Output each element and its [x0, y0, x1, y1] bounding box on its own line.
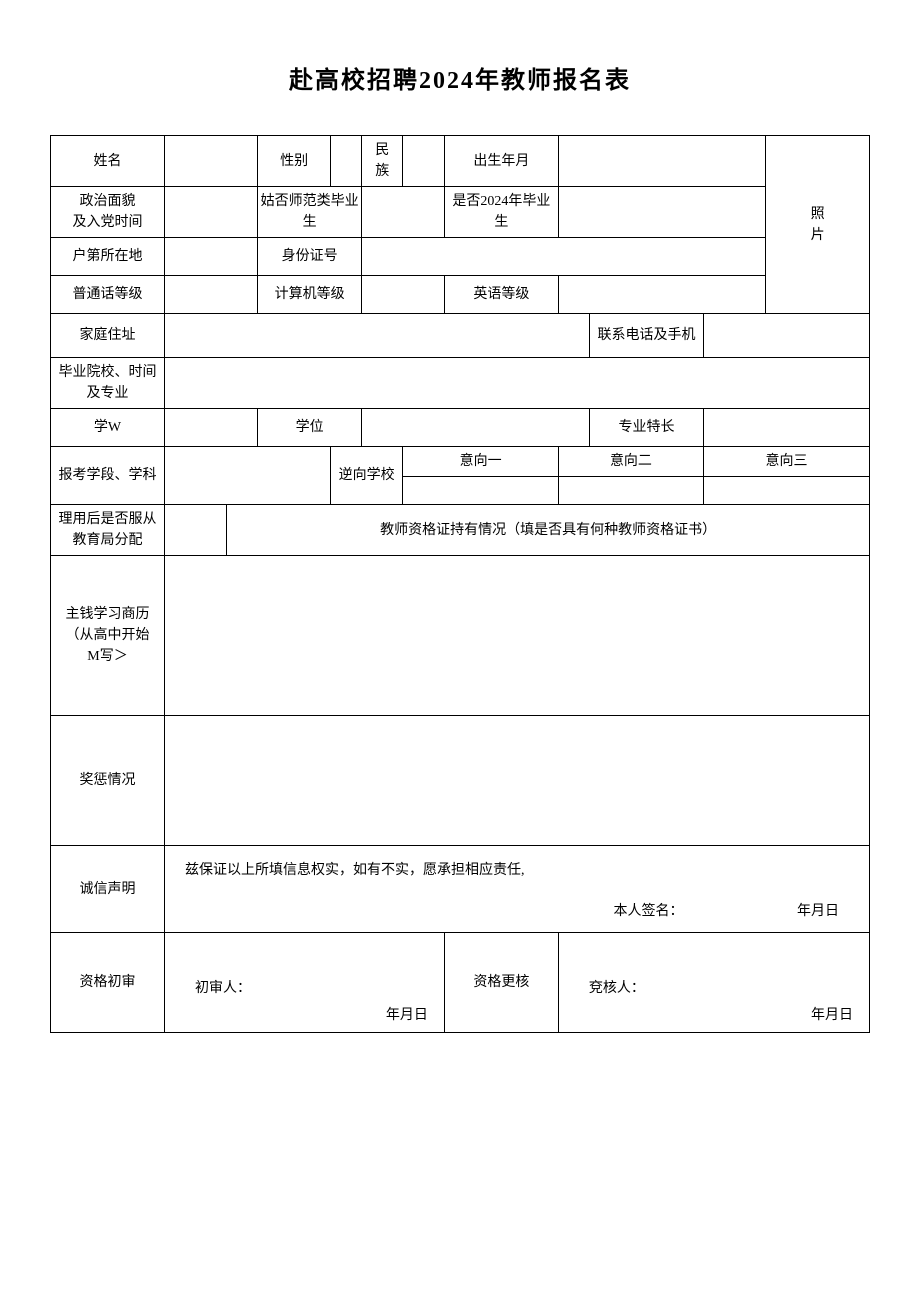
- field-awards[interactable]: [165, 716, 870, 846]
- label-intent3: 意向三: [704, 447, 870, 477]
- field-grad2024[interactable]: [558, 187, 765, 238]
- sign-label: 本人签名：: [614, 901, 684, 922]
- field-re-review[interactable]: 兗核人： 年月日: [558, 933, 869, 1033]
- label-computer: 计算机等级: [258, 276, 362, 314]
- label-intent2: 意向二: [558, 447, 703, 477]
- field-intent2[interactable]: [558, 477, 703, 505]
- label-specialty: 专业特长: [589, 409, 703, 447]
- label-intent-school: 逆向学校: [330, 447, 403, 505]
- label-idno: 身份证号: [258, 238, 362, 276]
- re-review-date: 年月日: [589, 1005, 859, 1026]
- field-ethnicity[interactable]: [403, 136, 444, 187]
- field-school[interactable]: [165, 358, 870, 409]
- field-address[interactable]: [165, 314, 590, 358]
- field-xuew[interactable]: [165, 409, 258, 447]
- field-political[interactable]: [165, 187, 258, 238]
- label-declaration: 诚信声明: [51, 846, 165, 933]
- label-ethnicity: 民 族: [361, 136, 402, 187]
- field-hukou[interactable]: [165, 238, 258, 276]
- field-english[interactable]: [558, 276, 765, 314]
- label-grad2024: 是否2024年毕业生: [444, 187, 558, 238]
- field-intent1[interactable]: [403, 477, 558, 505]
- label-english: 英语等级: [444, 276, 558, 314]
- declaration-text: 兹保证以上所填信息权实，如有不实，愿承担相应责任,: [165, 846, 870, 892]
- label-subject: 报考学段、学科: [51, 447, 165, 505]
- label-political: 政治面貌 及入党时间: [51, 187, 165, 238]
- pre-review-date: 年月日: [195, 1005, 434, 1026]
- date-label: 年月日: [797, 901, 839, 922]
- label-phone: 联系电话及手机: [589, 314, 703, 358]
- label-intent1: 意向一: [403, 447, 558, 477]
- label-pre-review: 资格初审: [51, 933, 165, 1033]
- label-degree: 学位: [258, 409, 362, 447]
- label-putonghua: 普通话等级: [51, 276, 165, 314]
- field-history[interactable]: [165, 556, 870, 716]
- label-awards: 奖惩情况: [51, 716, 165, 846]
- label-re-review: 资格更核: [444, 933, 558, 1033]
- field-name[interactable]: [165, 136, 258, 187]
- field-degree[interactable]: [361, 409, 589, 447]
- label-name: 姓名: [51, 136, 165, 187]
- label-school: 毕业院校、时间及专业: [51, 358, 165, 409]
- field-pre-review[interactable]: 初审人： 年月日: [165, 933, 445, 1033]
- label-cert: 教师资格证持有情况（填是否具有何种教师资格证书）: [227, 505, 870, 556]
- photo-box[interactable]: 照 片: [766, 136, 870, 314]
- label-birth: 出生年月: [444, 136, 558, 187]
- re-reviewer-label: 兗核人：: [589, 981, 645, 996]
- declaration-sign[interactable]: 本人签名： 年月日: [165, 891, 870, 933]
- field-obey[interactable]: [165, 505, 227, 556]
- field-computer[interactable]: [361, 276, 444, 314]
- label-address: 家庭住址: [51, 314, 165, 358]
- field-intent3[interactable]: [704, 477, 870, 505]
- label-obey: 理用后是否服从教育局分配: [51, 505, 165, 556]
- field-putonghua[interactable]: [165, 276, 258, 314]
- field-idno[interactable]: [361, 238, 765, 276]
- field-normal-grad[interactable]: [361, 187, 444, 238]
- label-hukou: 户第所在地: [51, 238, 165, 276]
- label-gender: 性别: [258, 136, 331, 187]
- label-normal-grad: 姑否师范类毕业生: [258, 187, 362, 238]
- label-xuew: 学W: [51, 409, 165, 447]
- page-title: 赴高校招聘2024年教师报名表: [50, 60, 870, 95]
- label-history: 主钱学习商历 （从高中开始 M写＞: [51, 556, 165, 716]
- field-phone[interactable]: [704, 314, 870, 358]
- registration-form-table: 姓名 性别 民 族 出生年月 照 片 政治面貌 及入党时间 姑否师范类毕业生 是…: [50, 135, 870, 1033]
- field-birth[interactable]: [558, 136, 765, 187]
- field-gender[interactable]: [330, 136, 361, 187]
- field-specialty[interactable]: [704, 409, 870, 447]
- pre-reviewer-label: 初审人：: [195, 981, 251, 996]
- field-subject[interactable]: [165, 447, 331, 505]
